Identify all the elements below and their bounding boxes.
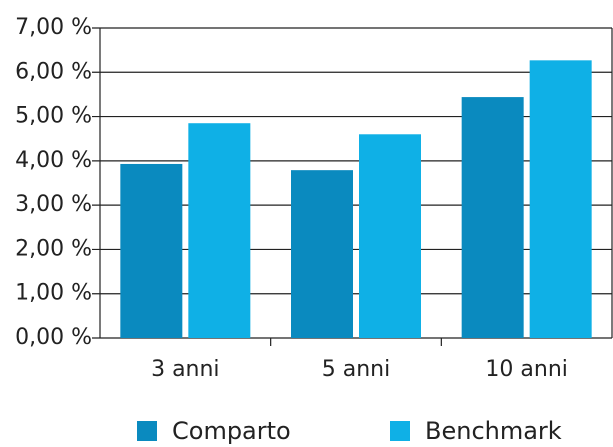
y-tick-label: 0,00 %: [15, 325, 92, 350]
y-tick-label: 3,00 %: [15, 192, 92, 217]
x-tick-label: 3 anni: [151, 357, 219, 382]
bar: [120, 163, 183, 338]
x-tick-label: 10 anni: [485, 357, 567, 382]
y-tick-label: 1,00 %: [15, 281, 92, 306]
bar: [291, 170, 353, 338]
bar: [529, 60, 592, 338]
bar: [188, 123, 251, 338]
legend-swatch: [390, 421, 410, 441]
legend-label: Benchmark: [425, 417, 562, 445]
legend-swatch: [137, 421, 157, 441]
x-tick-label: 5 anni: [322, 357, 390, 382]
y-tick-label: 7,00 %: [15, 15, 92, 40]
y-tick-label: 2,00 %: [15, 236, 92, 261]
legend-label: Comparto: [172, 417, 291, 445]
y-tick-label: 6,00 %: [15, 59, 92, 84]
y-tick-label: 5,00 %: [15, 104, 92, 129]
y-tick-label: 4,00 %: [15, 148, 92, 173]
bar: [461, 97, 524, 338]
bar: [359, 134, 421, 338]
